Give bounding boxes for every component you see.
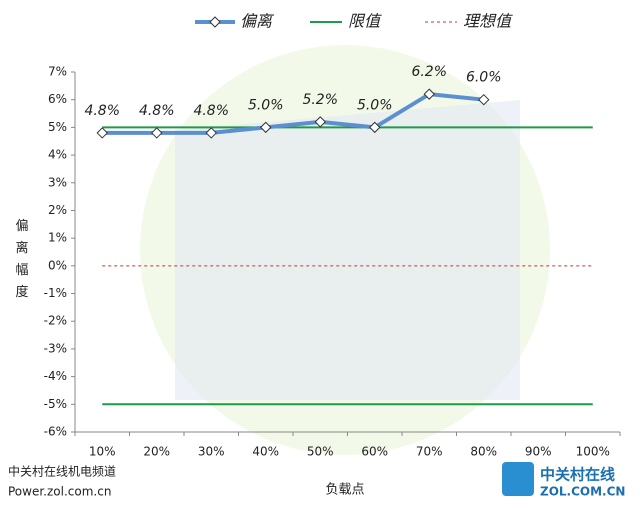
x-tick-label: 40% xyxy=(252,445,279,459)
y-tick-label: 7% xyxy=(48,65,67,79)
data-point xyxy=(423,88,435,100)
x-axis-label: 负载点 xyxy=(325,483,364,498)
data-label: 5.0% xyxy=(357,97,393,113)
data-label: 4.8% xyxy=(193,103,229,119)
data-label: 5.2% xyxy=(302,92,338,108)
y-tick-label: 0% xyxy=(48,258,67,272)
y-tick-label: -4% xyxy=(44,369,67,383)
y-tick-label: -3% xyxy=(44,341,67,355)
x-tick-label: 60% xyxy=(361,445,388,459)
legend-label: 理想值 xyxy=(463,12,513,31)
data-label: 4.8% xyxy=(139,103,175,119)
y-tick-label: 3% xyxy=(48,175,67,189)
x-tick-label: 80% xyxy=(470,445,497,459)
watermark-shape xyxy=(175,100,520,400)
legend-label: 限值 xyxy=(348,12,382,31)
data-label: 5.0% xyxy=(248,97,284,113)
data-point xyxy=(260,121,272,134)
x-tick-label: 30% xyxy=(198,445,225,459)
y-tick-label: 1% xyxy=(48,231,67,245)
data-point xyxy=(369,121,381,134)
logo-url: ZOL.COM.CN xyxy=(540,485,625,499)
logo-icon xyxy=(502,462,534,496)
data-point xyxy=(205,127,217,139)
x-tick-label: 70% xyxy=(416,445,443,459)
x-tick-label: 90% xyxy=(525,445,552,459)
data-label: 4.8% xyxy=(84,103,120,119)
y-tick-label: 6% xyxy=(48,92,67,106)
data-point xyxy=(96,127,108,139)
logo-name: 中关村在线 xyxy=(540,466,615,484)
y-tick-label: -5% xyxy=(44,397,67,411)
y-tick-label: -6% xyxy=(44,425,67,439)
legend-label: 偏离 xyxy=(240,12,275,31)
series-line xyxy=(102,92,484,135)
watermark-source: 中关村在线机电频道 xyxy=(8,464,116,479)
data-label: 6.0% xyxy=(466,70,502,86)
x-tick-label: 100% xyxy=(576,445,610,459)
y-tick-label: 4% xyxy=(48,148,67,162)
data-point xyxy=(151,127,163,139)
watermark-url: Power.zol.com.cn xyxy=(8,485,111,499)
x-tick-label: 20% xyxy=(143,445,170,459)
data-point xyxy=(478,93,490,106)
y-tick-label: 5% xyxy=(48,120,67,134)
y-tick-label: -1% xyxy=(44,286,67,300)
x-tick-label: 10% xyxy=(89,445,116,459)
y-tick-label: -2% xyxy=(44,314,67,328)
y-tick-label: 2% xyxy=(48,203,67,217)
y-axis-label: 偏离幅度 xyxy=(15,219,28,300)
data-point xyxy=(314,116,326,128)
data-label: 6.2% xyxy=(411,64,447,80)
legend-marker xyxy=(209,16,221,28)
x-tick-label: 50% xyxy=(307,445,334,459)
